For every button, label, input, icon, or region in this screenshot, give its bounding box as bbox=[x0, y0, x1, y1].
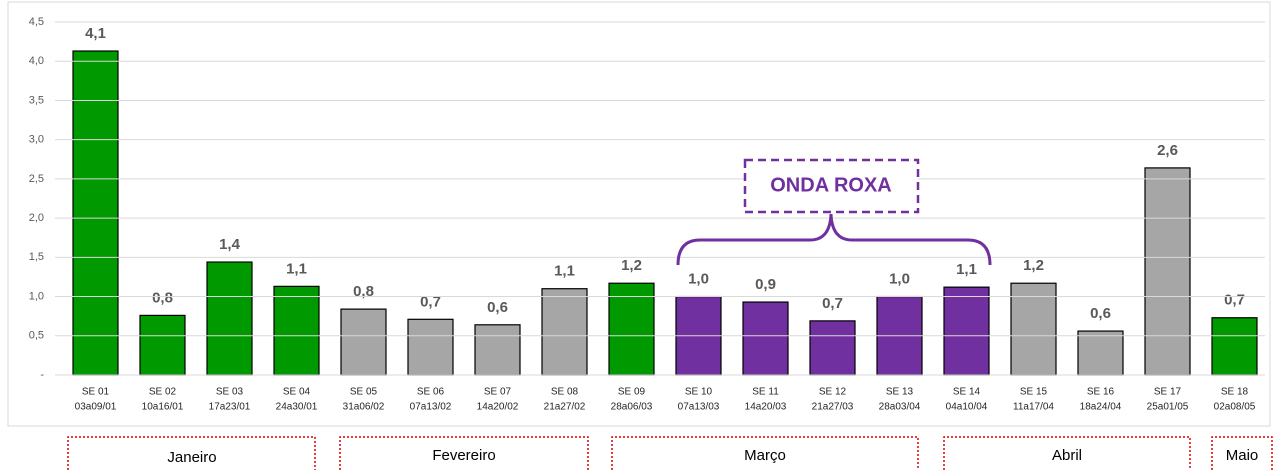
month-label: Fevereiro bbox=[432, 447, 495, 464]
y-tick-label: 2,0 bbox=[29, 212, 44, 224]
bar bbox=[943, 286, 990, 376]
bar bbox=[474, 324, 521, 376]
bar bbox=[139, 314, 186, 376]
bar bbox=[809, 320, 856, 376]
data-label: 0,8 bbox=[353, 283, 374, 300]
data-label: 1,1 bbox=[956, 261, 977, 278]
x-tick-label: SE 13 bbox=[886, 387, 914, 398]
x-tick-sublabel: 03a09/01 bbox=[75, 402, 117, 413]
x-tick-label: SE 14 bbox=[953, 387, 981, 398]
data-label: 1,0 bbox=[889, 271, 910, 288]
data-label: 0,7 bbox=[822, 295, 843, 312]
data-label: 0,6 bbox=[487, 299, 508, 316]
data-label: 2,6 bbox=[1157, 142, 1178, 159]
bar bbox=[72, 50, 119, 376]
bar bbox=[742, 301, 789, 376]
x-tick-sublabel: 04a10/04 bbox=[946, 402, 988, 413]
data-label: 1,2 bbox=[1023, 257, 1044, 274]
x-tick-label: SE 05 bbox=[350, 387, 378, 398]
y-tick-label: 4,5 bbox=[29, 16, 44, 28]
x-tick-label: SE 06 bbox=[417, 387, 445, 398]
y-tick-label: 3,0 bbox=[29, 134, 44, 146]
y-tick-label: 0,5 bbox=[29, 330, 44, 342]
x-tick-label: SE 01 bbox=[82, 387, 110, 398]
month-label: Janeiro bbox=[167, 449, 216, 466]
data-label: 1,4 bbox=[219, 236, 241, 253]
x-tick-label: SE 08 bbox=[551, 387, 579, 398]
bar bbox=[340, 308, 387, 376]
x-tick-sublabel: 10a16/01 bbox=[142, 402, 184, 413]
x-tick-sublabel: 11a17/04 bbox=[1013, 402, 1054, 413]
annotation-box bbox=[743, 158, 920, 214]
data-label: 1,0 bbox=[688, 271, 709, 288]
x-tick-sublabel: 31a06/02 bbox=[343, 402, 385, 413]
month-label: Março bbox=[744, 447, 786, 464]
x-tick-sublabel: 14a20/02 bbox=[477, 402, 519, 413]
x-tick-sublabel: 24a30/01 bbox=[276, 402, 318, 413]
data-label: 1,2 bbox=[621, 257, 642, 274]
y-tick-label: 2,5 bbox=[29, 173, 44, 185]
x-tick-sublabel: 28a03/04 bbox=[879, 402, 921, 413]
x-tick-label: SE 09 bbox=[618, 387, 646, 398]
data-label: 0,7 bbox=[1224, 292, 1245, 309]
bar bbox=[1211, 317, 1258, 376]
data-label: 0,7 bbox=[420, 293, 441, 310]
x-tick-label: SE 15 bbox=[1020, 387, 1048, 398]
x-tick-label: SE 17 bbox=[1154, 387, 1182, 398]
data-label: 1,1 bbox=[554, 263, 575, 280]
x-tick-label: SE 03 bbox=[216, 387, 244, 398]
data-label: 1,1 bbox=[286, 260, 307, 277]
x-tick-sublabel: 14a20/03 bbox=[745, 402, 787, 413]
y-tick-label: 4,0 bbox=[29, 55, 44, 67]
month-label: Abril bbox=[1052, 447, 1082, 464]
bar bbox=[541, 288, 588, 376]
month-label: Maio bbox=[1226, 447, 1259, 464]
x-tick-sublabel: 28a06/03 bbox=[611, 402, 653, 413]
x-tick-sublabel: 21a27/02 bbox=[544, 402, 586, 413]
x-tick-sublabel: 21a27/03 bbox=[812, 402, 854, 413]
x-tick-sublabel: 07a13/03 bbox=[678, 402, 720, 413]
data-label: 0,8 bbox=[152, 289, 173, 306]
chart-border bbox=[7, 1, 1271, 427]
x-tick-label: SE 12 bbox=[819, 387, 847, 398]
month-boxes bbox=[67, 436, 1273, 470]
x-tick-sublabel: 02a08/05 bbox=[1214, 402, 1256, 413]
x-tick-label: SE 18 bbox=[1221, 387, 1249, 398]
y-tick-label: 1,0 bbox=[29, 290, 44, 302]
bar bbox=[1144, 167, 1191, 376]
bar bbox=[273, 285, 320, 376]
x-tick-sublabel: 07a13/02 bbox=[410, 402, 452, 413]
x-tick-label: SE 10 bbox=[685, 387, 713, 398]
y-tick-label: - bbox=[40, 369, 44, 381]
y-tick-label: 3,5 bbox=[29, 94, 44, 106]
x-tick-label: SE 07 bbox=[484, 387, 512, 398]
x-tick-label: SE 16 bbox=[1087, 387, 1115, 398]
x-tick-label: SE 04 bbox=[283, 387, 311, 398]
x-tick-label: SE 02 bbox=[149, 387, 177, 398]
x-tick-sublabel: 25a01/05 bbox=[1147, 402, 1189, 413]
bracket bbox=[676, 213, 992, 266]
y-tick-label: 1,5 bbox=[29, 251, 44, 263]
x-tick-sublabel: 18a24/04 bbox=[1080, 402, 1122, 413]
data-label: 0,9 bbox=[755, 276, 776, 293]
x-tick-sublabel: 17a23/01 bbox=[209, 402, 251, 413]
bar bbox=[407, 318, 454, 376]
bar bbox=[206, 261, 253, 376]
data-label: 4,1 bbox=[85, 25, 106, 42]
data-label: 0,6 bbox=[1090, 305, 1111, 322]
bar bbox=[1077, 330, 1124, 376]
annotation: ONDA ROXA bbox=[770, 174, 891, 196]
bar bbox=[608, 282, 655, 376]
x-tick-label: SE 11 bbox=[752, 387, 779, 398]
